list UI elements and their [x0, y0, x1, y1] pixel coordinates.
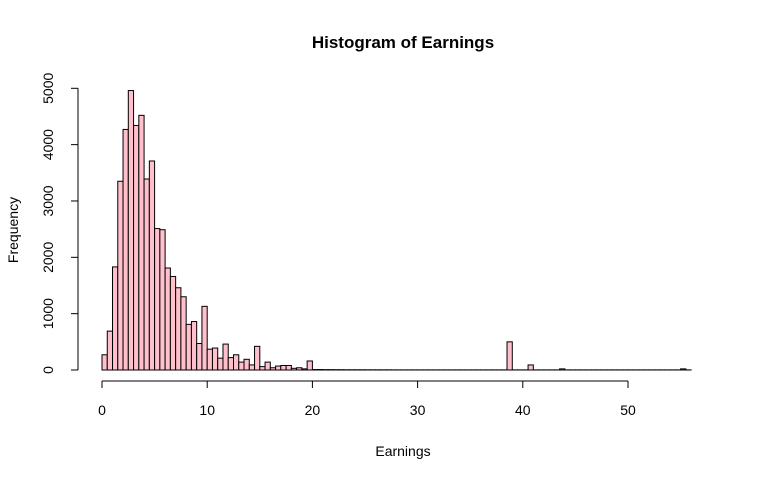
y-tick-label-5: 5000	[40, 73, 56, 104]
histogram-bar-25	[233, 354, 240, 371]
histogram-bar-17	[190, 321, 198, 371]
histogram-bar-7	[138, 114, 145, 371]
histogram-bar-5	[127, 90, 135, 371]
x-axis-label: Earnings	[375, 443, 430, 459]
x-tick-label-4: 40	[515, 402, 531, 418]
histogram-bar-35	[285, 364, 292, 371]
y-tick-label-0: 0	[40, 366, 56, 374]
histogram-bar-11	[159, 229, 166, 371]
x-tick-label-1: 10	[199, 402, 215, 418]
histogram-bar-22	[217, 357, 224, 371]
histogram-bar-110	[680, 368, 687, 371]
histogram-bar-9	[148, 160, 156, 371]
histogram-bar-16	[185, 323, 192, 371]
y-axis-label: Frequency	[5, 197, 21, 263]
bars-group	[101, 90, 692, 371]
x-axis: 0 10 20 30 40 50	[98, 380, 636, 418]
histogram-bar-28	[248, 364, 256, 371]
histogram-bar-13	[169, 275, 177, 371]
histogram-bar-0	[101, 354, 108, 371]
histogram-bar-14	[175, 287, 182, 371]
histogram-bar-36	[290, 367, 298, 371]
histogram-bar-81	[527, 364, 534, 371]
histogram-bar-34	[280, 364, 287, 371]
x-tick-label-3: 30	[410, 402, 426, 418]
histogram-bar-32	[269, 367, 277, 371]
histogram-bar-26	[238, 361, 245, 371]
histogram-bar-8	[143, 178, 150, 371]
histogram-bar-3	[117, 180, 124, 371]
histogram-bar-18	[196, 343, 203, 371]
histogram-bar-87	[559, 368, 566, 371]
histogram-bar-24	[227, 357, 235, 371]
histogram-bar-6	[133, 124, 140, 371]
histogram-bar-23	[222, 343, 229, 371]
y-tick-label-1: 1000	[40, 298, 56, 329]
histogram-bar-2	[112, 266, 119, 371]
y-tick-label-3: 3000	[40, 185, 56, 216]
histogram-bar-4	[122, 128, 129, 371]
histogram-bar-29	[254, 345, 261, 371]
x-tick-label-0: 0	[98, 402, 106, 418]
y-tick-label-2: 2000	[40, 242, 56, 273]
histogram-bar-37	[296, 367, 303, 371]
histogram-bar-12	[164, 267, 171, 371]
histogram-bar-27	[243, 358, 250, 371]
histogram-bar-21	[211, 347, 219, 371]
histogram-bar-77	[506, 341, 513, 371]
histogram-bar-33	[275, 365, 282, 371]
histogram-bar-38	[301, 368, 308, 371]
histogram-bar-19	[201, 305, 208, 371]
histogram-bar-39	[306, 360, 313, 371]
y-axis: 0 1000 2000 3000 4000 5000	[40, 73, 79, 374]
histogram-bar-20	[206, 348, 213, 371]
chart-title: Histogram of Earnings	[312, 33, 494, 52]
x-tick-label-5: 50	[620, 402, 636, 418]
histogram-bar-1	[106, 330, 114, 371]
histogram-bar-10	[154, 228, 161, 371]
histogram-bar-30	[259, 366, 266, 371]
y-tick-label-4: 4000	[40, 129, 56, 160]
histogram-bar-15	[180, 296, 187, 371]
histogram-bar-31	[264, 361, 271, 371]
x-tick-label-2: 20	[305, 402, 321, 418]
